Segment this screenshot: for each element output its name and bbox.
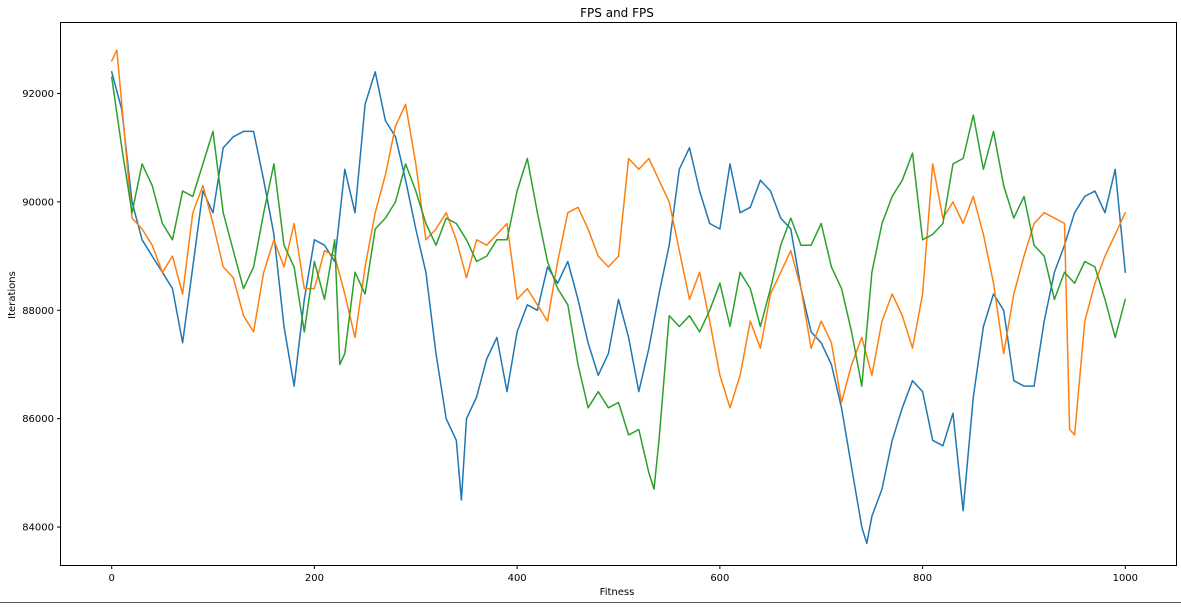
bottom-divider bbox=[0, 602, 1181, 603]
x-tick-label: 800 bbox=[913, 573, 932, 584]
y-tick-label: 88000 bbox=[22, 306, 54, 317]
y-axis: 84000 86000 88000 90000 92000 bbox=[22, 89, 61, 534]
x-tick-label: 0 bbox=[108, 573, 114, 584]
y-tick-label: 84000 bbox=[22, 523, 54, 534]
x-tick-label: 200 bbox=[305, 573, 324, 584]
chart-title: FPS and FPS bbox=[580, 6, 654, 20]
plot-frame bbox=[60, 22, 1177, 566]
x-tick-label: 1000 bbox=[1113, 573, 1138, 584]
y-tick-label: 90000 bbox=[22, 197, 54, 208]
x-axis: 0 200 400 600 800 1000 bbox=[108, 565, 1138, 584]
x-tick-label: 600 bbox=[710, 573, 729, 584]
y-axis-label: Iterations bbox=[7, 271, 18, 319]
y-tick-label: 86000 bbox=[22, 414, 54, 425]
x-tick-label: 400 bbox=[508, 573, 527, 584]
series-line-1 bbox=[110, 71, 1127, 545]
x-axis-label: Fitness bbox=[600, 587, 635, 598]
series-layer bbox=[110, 49, 1127, 545]
series-line-3 bbox=[110, 76, 1127, 490]
series-line-2 bbox=[110, 49, 1127, 436]
y-tick-label: 92000 bbox=[22, 89, 54, 100]
